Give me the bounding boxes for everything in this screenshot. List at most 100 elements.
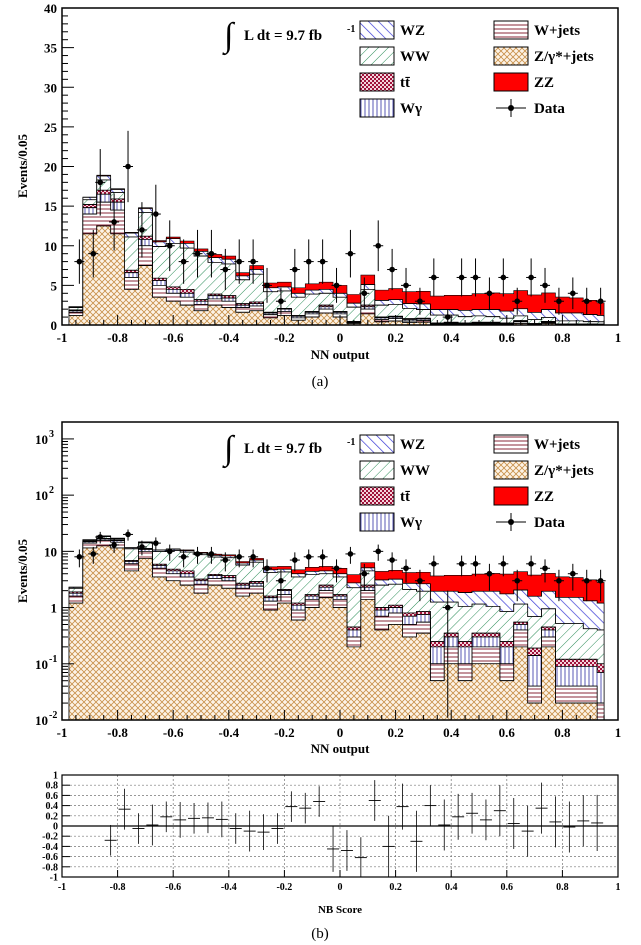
- a-data-point: [317, 239, 328, 284]
- ratio-point: [410, 810, 423, 872]
- b-xtick-label: -0.8: [107, 725, 128, 740]
- ratio-point: [382, 815, 395, 877]
- b-data-point: [526, 555, 537, 577]
- a-data-point: [470, 258, 481, 297]
- a-data-point: [331, 267, 342, 303]
- ratio-ytick-label: 1: [53, 771, 58, 782]
- b-data-point: [553, 569, 564, 602]
- ratio-point: [368, 780, 381, 821]
- a-data-point: [220, 248, 231, 291]
- a-data-point: [540, 267, 551, 303]
- ratio-point: [354, 837, 367, 877]
- legend-entry-ZZ: ZZ: [493, 486, 554, 506]
- panel-a-data-points: [74, 130, 606, 325]
- ratio-xtick-label: 0.4: [445, 882, 458, 893]
- ratio-point: [577, 795, 590, 847]
- a-data-point: [289, 248, 300, 291]
- a-data-point: [553, 287, 564, 315]
- a-ytick-label: 35: [44, 41, 58, 56]
- integral-sign-icon: ∫: [222, 430, 236, 469]
- ratio-xtick-label: 0: [338, 882, 343, 893]
- ratio-ytick-label: -0.6: [42, 852, 58, 863]
- legend-swatch: [359, 98, 395, 118]
- ratio-point: [188, 803, 201, 834]
- panel-b-lumi-exp: -1: [347, 437, 355, 448]
- legend-swatch: [493, 46, 529, 66]
- a-data-point: [303, 239, 314, 284]
- a-data-point: [95, 149, 106, 216]
- b-data-point: [275, 569, 286, 602]
- a-data-point: [123, 130, 134, 203]
- b-xtick-label: 0: [337, 725, 344, 740]
- b-data-point: [498, 555, 509, 577]
- panel-a-axes: -1 -0.8 -0.6 -0.4 -0.2 0 0.2 0.4 0.6 0.8 105101520…: [44, 1, 621, 345]
- b-data-point: [595, 569, 606, 602]
- a-ytick-label: 20: [44, 160, 57, 175]
- ratio-point: [327, 826, 340, 872]
- a-xtick-label: 0: [337, 330, 344, 345]
- b-data-point: [178, 549, 189, 568]
- b-data-point: [74, 549, 85, 568]
- b-ytick-exponent: 2: [49, 485, 54, 496]
- b-xtick-label: 0.8: [554, 725, 571, 740]
- b-data-point: [567, 563, 578, 591]
- legend-label: tt̄: [400, 489, 411, 505]
- ratio-point: [466, 792, 479, 834]
- panel-a-xlabel: NN output: [311, 347, 371, 362]
- b-data-point: [414, 569, 425, 602]
- panel-b-lumi-text: L dt = 9.7 fb: [244, 441, 322, 457]
- ratio-point: [507, 797, 520, 849]
- b-data-point: [192, 546, 203, 564]
- panel-b-legend: WZ W+jets WW Z/γ*+jets tt̄ ZZ Wγ Data: [359, 434, 594, 532]
- legend-swatch: [359, 72, 395, 92]
- ratio-xtick-label: 0.8: [556, 882, 569, 893]
- a-ytick-label: 15: [44, 199, 58, 214]
- a-xtick-label: -0.4: [219, 330, 240, 345]
- a-data-point: [88, 229, 99, 278]
- legend-entry-Wgamma: Wγ: [359, 512, 422, 532]
- b-data-point: [428, 555, 439, 577]
- ratio-axes: -1-0.8-0.6-0.4-0.200.20.40.60.81-1 -0.8 -0…: [42, 771, 620, 894]
- ratio-point: [521, 805, 534, 857]
- legend-swatch: [359, 46, 395, 66]
- a-data-point: [526, 258, 537, 297]
- ratio-xtick-label: -0.4: [221, 882, 237, 893]
- ratio-ytick-label: -0.2: [42, 832, 58, 843]
- ratio-grid: [61, 774, 619, 878]
- integral-sign-icon: ∫: [222, 17, 236, 56]
- b-ytick-exponent: -1: [49, 654, 57, 665]
- b-ytick-label: 10: [35, 488, 48, 503]
- a-data-point: [150, 184, 161, 244]
- b-ytick-exponent: 3: [49, 429, 54, 440]
- a-xtick-label: 1: [615, 330, 622, 345]
- legend-label: Z/γ*+jets: [534, 463, 594, 479]
- legend-label: WZ: [400, 437, 425, 453]
- a-data-point: [414, 287, 425, 315]
- panel-a-luminosity: ∫ L dt = 9.7 fb -1: [222, 17, 355, 56]
- ratio-point: [257, 814, 270, 850]
- ratio-point: [104, 824, 117, 856]
- a-data-point: [192, 229, 203, 278]
- a-data-point: [178, 239, 189, 284]
- legend-entry-data: Data: [496, 99, 565, 117]
- b-xtick-label: 0.4: [443, 725, 460, 740]
- b-data-point: [345, 546, 356, 564]
- ratio-point: [424, 785, 437, 826]
- legend-swatch: [359, 434, 395, 454]
- legend-swatch: [359, 460, 395, 480]
- a-ytick-label: 30: [44, 80, 57, 95]
- panel-b-data-points: [74, 529, 606, 718]
- b-data-point: [248, 549, 259, 568]
- panel-b-axes: -1 -0.8 -0.6 -0.4 -0.2 0 0.2 0.4 0.6 0.8 110-210-1…: [35, 421, 621, 740]
- b-data-point: [95, 531, 106, 544]
- a-data-point: [262, 267, 273, 303]
- ratio-xtick-label: 1: [616, 882, 621, 893]
- legend-entry-Wjets: W+jets: [493, 20, 580, 40]
- a-data-point: [345, 229, 356, 278]
- ratio-point: [396, 783, 409, 830]
- a-data-point: [498, 258, 509, 297]
- legend-entry-Wgamma: Wγ: [359, 98, 422, 118]
- legend-swatch: [493, 486, 529, 506]
- legend-swatch: [493, 72, 529, 92]
